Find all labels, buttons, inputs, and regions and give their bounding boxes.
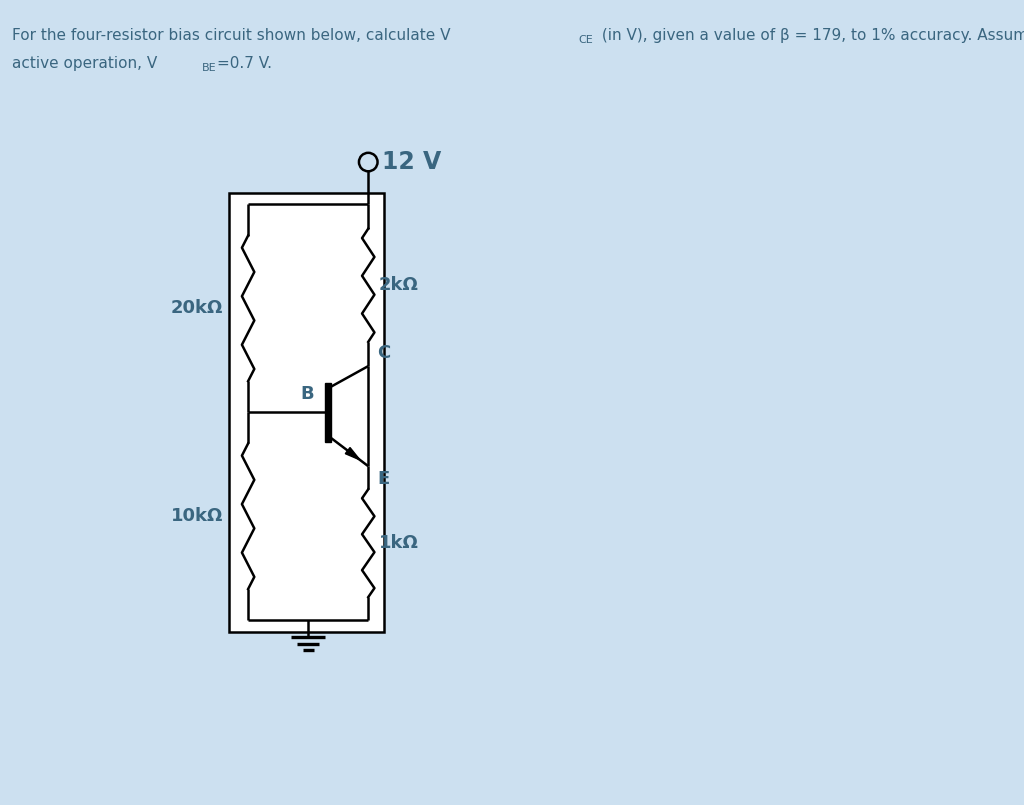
Text: BE: BE <box>202 63 216 72</box>
Text: C: C <box>378 345 391 362</box>
Text: 2kΩ: 2kΩ <box>379 276 419 295</box>
Text: active operation, V: active operation, V <box>12 56 158 72</box>
Text: B: B <box>300 385 314 403</box>
Text: 1kΩ: 1kΩ <box>379 535 419 552</box>
Bar <box>228 193 384 632</box>
Text: (in V), given a value of β = 179, to 1% accuracy. Assume forward: (in V), given a value of β = 179, to 1% … <box>597 28 1024 43</box>
Text: =0.7 V.: =0.7 V. <box>217 56 272 72</box>
Text: E: E <box>378 470 390 488</box>
Text: 12 V: 12 V <box>382 150 441 174</box>
Text: For the four-resistor bias circuit shown below, calculate V: For the four-resistor bias circuit shown… <box>12 28 451 43</box>
Text: 20kΩ: 20kΩ <box>171 299 223 317</box>
Text: 10kΩ: 10kΩ <box>171 507 223 525</box>
Polygon shape <box>345 448 360 460</box>
Bar <box>326 383 331 442</box>
Text: CE: CE <box>579 35 593 44</box>
